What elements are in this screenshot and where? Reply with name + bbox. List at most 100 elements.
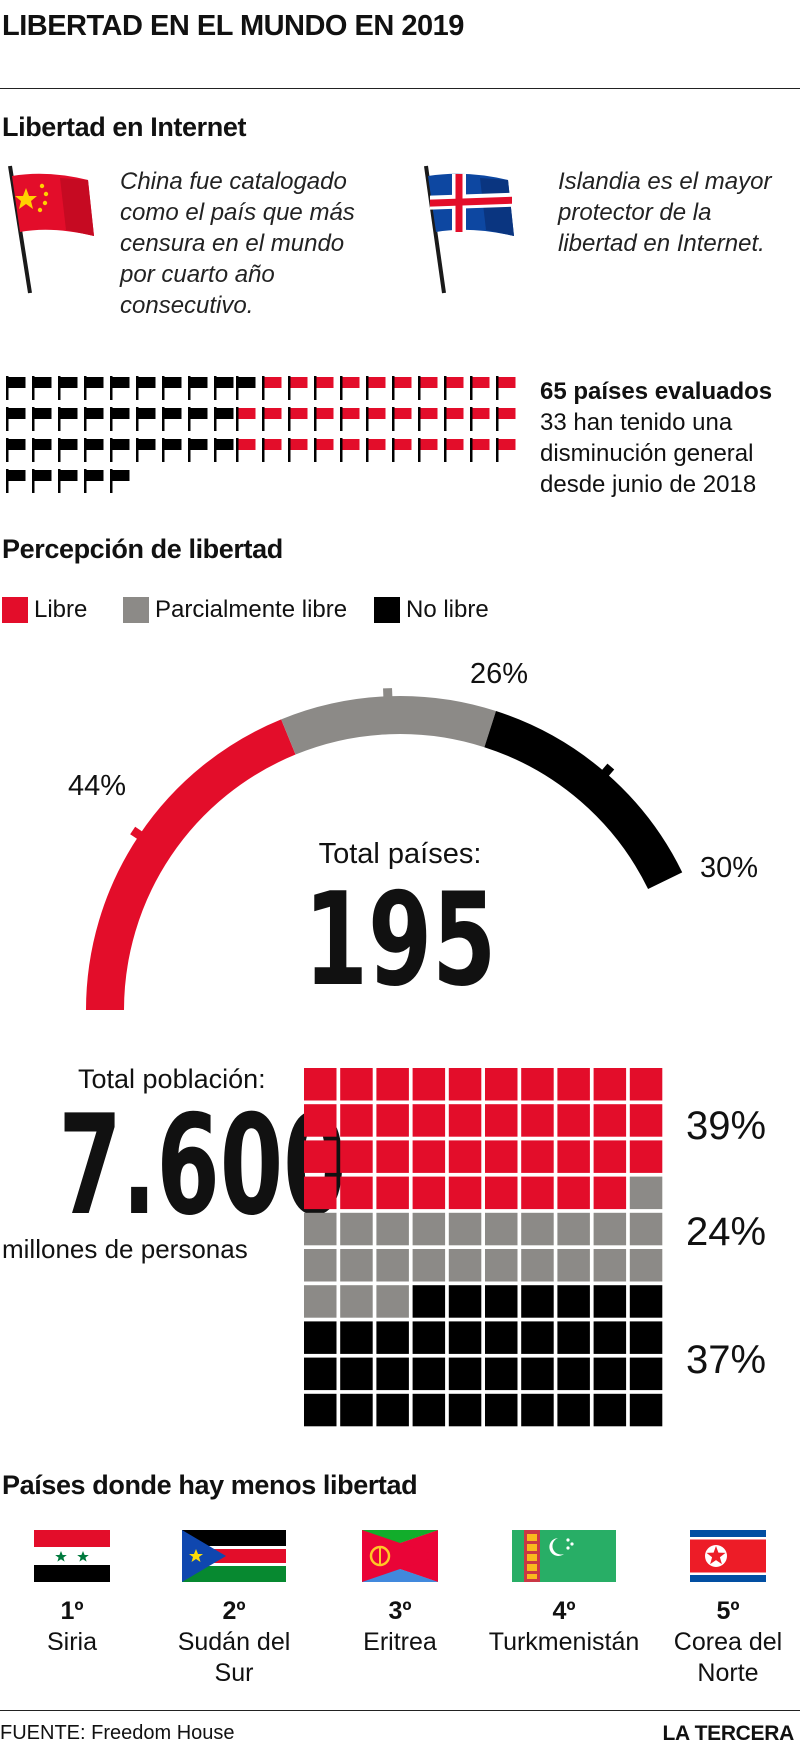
waffle-cell <box>448 1321 482 1354</box>
country-flag-mark <box>110 376 130 400</box>
country-flag-mark <box>340 438 360 462</box>
waffle-label-not-free: 37% <box>686 1338 767 1382</box>
country-flag-mark <box>262 376 282 400</box>
country-flag-mark <box>340 376 360 400</box>
country-flag-mark <box>110 469 130 493</box>
waffle-cell <box>376 1104 409 1137</box>
total-countries-label: Total países: <box>318 838 482 870</box>
country-flag-mark <box>214 376 234 400</box>
country-flag-mark <box>288 438 308 462</box>
country-flag-mark <box>84 469 104 493</box>
waffle-cell <box>376 1176 409 1210</box>
waffle-cell <box>376 1321 409 1354</box>
title-divider <box>0 88 800 89</box>
legend-not-free: No libre <box>374 596 489 624</box>
waffle-cell <box>485 1285 518 1318</box>
waffle-cell <box>448 1104 482 1137</box>
waffle-cell <box>629 1249 663 1282</box>
waffle-cell <box>521 1285 554 1318</box>
waffle-cell <box>593 1285 627 1318</box>
country-flag-mark <box>444 438 464 462</box>
waffle-cell <box>304 1357 337 1391</box>
country-flag-mark <box>392 376 412 400</box>
country-flag-mark <box>32 438 52 462</box>
waffle-cell <box>304 1393 337 1427</box>
waffle-cell <box>376 1285 409 1318</box>
china-note: China fue catalogado como el país que má… <box>120 168 355 319</box>
country-flag-mark <box>314 407 334 431</box>
country-flag-mark <box>444 407 464 431</box>
country-flag-mark <box>366 438 386 462</box>
country-flag-mark <box>392 407 412 431</box>
waffle-cell <box>448 1393 482 1427</box>
waffle-cell <box>629 1357 663 1391</box>
country-flag-mark <box>418 407 438 431</box>
country-flag-mark <box>236 376 256 400</box>
internet-heading: Libertad en Internet <box>2 112 247 142</box>
country-flag-mark <box>262 407 282 431</box>
country-flag-mark <box>6 438 26 462</box>
syria-flag-icon <box>34 1530 110 1582</box>
country-flag-mark <box>162 376 182 400</box>
waffle-cell <box>448 1068 482 1101</box>
waffle-cell <box>340 1285 373 1318</box>
waffle-cell <box>340 1393 373 1427</box>
legend-partly-free: Parcialmente libre <box>123 596 347 624</box>
country-flag-mark <box>392 438 412 462</box>
waffle-cell <box>485 1393 518 1427</box>
country-flag-mark <box>32 407 52 431</box>
waffle-cell <box>448 1140 482 1173</box>
waffle-cell <box>557 1393 590 1427</box>
waffle-cell <box>557 1285 590 1318</box>
waffle-cell <box>376 1212 409 1246</box>
waffle-cell <box>593 1068 627 1101</box>
waffle-cell <box>412 1104 446 1137</box>
source-credit: FUENTE: Freedom House <box>0 1722 235 1744</box>
waffle-cell <box>629 1285 663 1318</box>
country-flag-mark <box>136 407 156 431</box>
country-flag-mark <box>366 407 386 431</box>
waffle-cell <box>629 1176 663 1210</box>
population-unit: millones de personas <box>2 1234 248 1264</box>
gauge-segment-2 <box>281 696 496 755</box>
waffle-cell <box>485 1140 518 1173</box>
gauge-segment-1 <box>86 719 296 1011</box>
waffle-cell <box>593 1140 627 1173</box>
waffle-cell <box>304 1321 337 1354</box>
population-value: 7.600 <box>58 1085 347 1246</box>
country-flag-mark <box>470 407 490 431</box>
waffle-cell <box>448 1176 482 1210</box>
country-flag-mark <box>188 376 208 400</box>
waffle-cell <box>521 1357 554 1391</box>
south-sudan-flag-icon <box>182 1530 286 1582</box>
waffle-cell <box>557 1104 590 1137</box>
rank-item-3: 3º Eritrea <box>363 1597 437 1656</box>
waffle-cell <box>521 1104 554 1137</box>
country-flag-mark <box>32 469 52 493</box>
country-flag-mark <box>136 376 156 400</box>
country-flag-mark <box>110 438 130 462</box>
publisher-logo: LA TERCERA <box>662 1722 794 1745</box>
evaluated-summary: 65 países evaluados 33 han tenido una di… <box>540 378 773 498</box>
rank-item-1: 1º Siria <box>46 1597 97 1656</box>
waffle-cell <box>593 1176 627 1210</box>
country-flag-mark <box>162 407 182 431</box>
waffle-cell <box>629 1140 663 1173</box>
evaluated-count: 65 países evaluados <box>540 378 773 405</box>
gauge-label-not-free: 30% <box>700 852 759 884</box>
waffle-cell <box>485 1321 518 1354</box>
waffle-cell <box>340 1249 373 1282</box>
legend-free-swatch <box>2 597 28 623</box>
iceland-flag-icon <box>424 165 514 294</box>
waffle-cell <box>412 1068 446 1101</box>
total-countries-value: 195 <box>303 866 497 1015</box>
waffle-cell <box>629 1068 663 1101</box>
country-flag-mark <box>6 469 26 493</box>
waffle-cell <box>340 1176 373 1210</box>
waffle-cell <box>521 1176 554 1210</box>
country-flag-mark <box>110 407 130 431</box>
country-flag-mark <box>496 376 516 400</box>
waffle-cell <box>485 1104 518 1137</box>
waffle-cell <box>557 1357 590 1391</box>
waffle-cell <box>593 1212 627 1246</box>
